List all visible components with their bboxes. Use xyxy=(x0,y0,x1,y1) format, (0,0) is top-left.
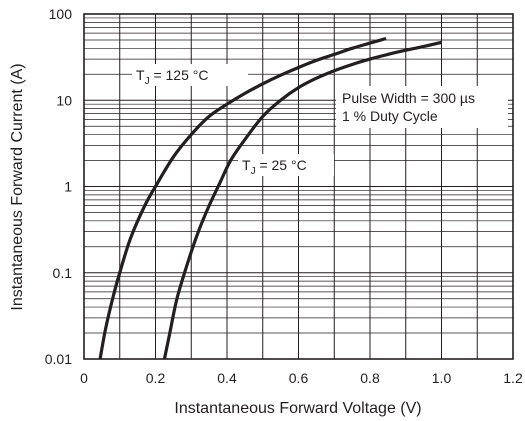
label-background xyxy=(132,64,248,86)
label-subscript: J xyxy=(145,76,150,87)
x-tick-label: 1.2 xyxy=(503,370,523,386)
pulse-width-annotation: Pulse Width = 300 µs xyxy=(342,90,475,106)
label-tj-25c: TJ = 25 °C xyxy=(238,154,334,177)
curve-tj-25c xyxy=(162,40,442,360)
label-background xyxy=(238,154,334,176)
curve-labels: TJ = 125 °CTJ = 25 °C xyxy=(132,64,334,177)
y-tick-label: 100 xyxy=(49,6,73,22)
label-value: = 125 °C xyxy=(150,67,209,83)
x-axis-title: Instantaneous Forward Voltage (V) xyxy=(174,400,421,417)
y-tick-label: 1 xyxy=(64,179,72,195)
curve-label-text: TJ = 25 °C xyxy=(242,157,307,177)
annotation-background xyxy=(336,86,508,128)
y-tick-label: 10 xyxy=(56,92,72,108)
test-conditions-annotation: Pulse Width = 300 µs 1 % Duty Cycle xyxy=(336,86,508,128)
x-tick-label: 0.8 xyxy=(360,370,380,386)
x-tick-label: 1.0 xyxy=(432,370,452,386)
x-tick-label: 0.6 xyxy=(289,370,309,386)
label-value: = 25 °C xyxy=(256,157,307,173)
x-tick-label: 0.4 xyxy=(217,370,237,386)
curve-tj-125c xyxy=(98,36,387,360)
x-tick-label: 0.2 xyxy=(146,370,166,386)
label-symbol: T xyxy=(136,67,145,83)
x-tick-label: 0 xyxy=(80,370,88,386)
curves xyxy=(98,36,442,360)
curve-label-text: TJ = 125 °C xyxy=(136,67,208,87)
y-tick-label: 0.1 xyxy=(53,265,73,281)
label-symbol: T xyxy=(242,157,251,173)
label-tj-125c: TJ = 125 °C xyxy=(132,64,248,87)
duty-cycle-annotation: 1 % Duty Cycle xyxy=(342,108,438,124)
y-tick-label: 0.01 xyxy=(45,351,72,367)
tick-labels: 0 0.2 0.4 0.6 0.8 1.0 1.2 0.01 0.1 1 10 100 xyxy=(45,6,523,386)
y-axis-title: Instantaneous Forward Current (A) xyxy=(9,63,26,310)
label-subscript: J xyxy=(251,166,256,177)
plot-frame xyxy=(83,13,514,360)
